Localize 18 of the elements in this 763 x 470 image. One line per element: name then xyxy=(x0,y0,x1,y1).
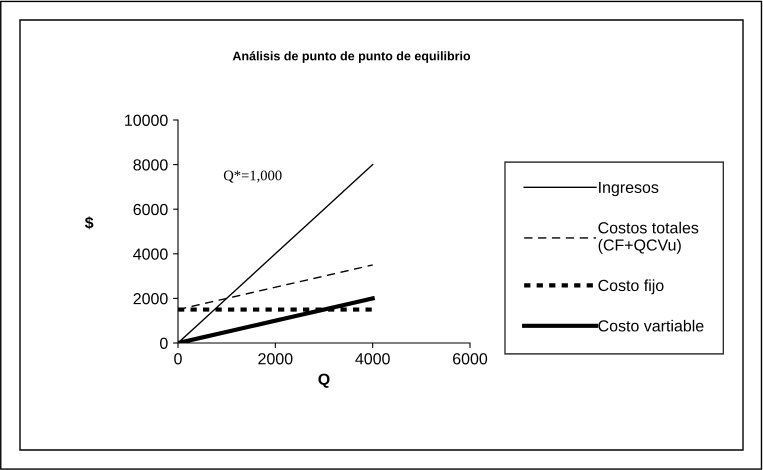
y-tick-label: 6000 xyxy=(134,204,168,216)
x-axis-title: Q xyxy=(318,374,330,388)
y-tick-label: 0 xyxy=(160,338,168,349)
annotation: Q*=1,000 xyxy=(224,170,282,183)
x-tick-label: 4000 xyxy=(355,353,390,364)
legend-label: Ingresos xyxy=(599,182,658,196)
y-tick-label: 2000 xyxy=(134,293,168,304)
y-axis-title: $ xyxy=(84,216,94,230)
chart-title: Análisis de punto de punto de equilibrio xyxy=(232,51,470,63)
x-tick-label: 6000 xyxy=(453,353,488,364)
x-tick-label: 0 xyxy=(174,353,182,364)
legend-label: Costos totales (CF+QCVu) xyxy=(598,222,698,254)
legend-label: Costo vartiable xyxy=(598,320,704,332)
x-tick-label: 2000 xyxy=(258,353,292,364)
legend-label: Costo fijo xyxy=(598,279,664,294)
y-tick-label: 4000 xyxy=(133,248,168,260)
y-tick-label: 10000 xyxy=(125,114,168,126)
y-tick-label: 8000 xyxy=(133,159,168,171)
